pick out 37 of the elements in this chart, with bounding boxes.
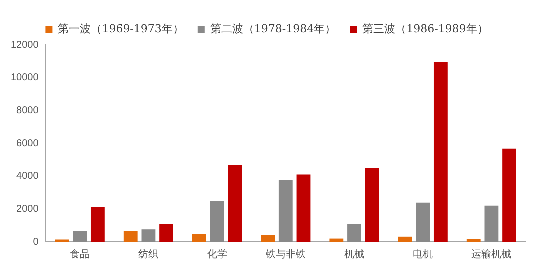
x-tick-label: 运输机械 — [472, 248, 512, 261]
bar — [228, 165, 242, 242]
bar — [365, 168, 380, 242]
y-tick-label: 8000 — [16, 105, 40, 116]
x-tick-label: 化学 — [207, 248, 228, 261]
x-tick-label: 食品 — [70, 248, 90, 261]
y-tick-label: 10000 — [10, 72, 40, 84]
bar — [160, 224, 174, 242]
bar — [502, 148, 516, 242]
bar — [192, 234, 206, 242]
y-tick-label: 2000 — [16, 204, 40, 215]
bar — [261, 235, 276, 242]
legend-label: 第三波（1986-1989年） — [362, 22, 488, 36]
bar — [330, 238, 344, 242]
legend-label: 第一波（1969-1973年） — [58, 22, 184, 36]
bar — [296, 174, 311, 242]
bar — [466, 239, 481, 242]
x-tick-label: 电机 — [413, 248, 434, 261]
bar — [90, 207, 105, 242]
bar — [484, 206, 499, 242]
bar — [348, 224, 362, 242]
legend-label: 第二波（1978-1984年） — [210, 22, 336, 36]
bar — [142, 230, 156, 242]
y-tick-label: 0 — [33, 236, 40, 248]
bar — [398, 236, 412, 242]
y-tick-label: 4000 — [16, 171, 40, 182]
x-tick-label: 机械 — [344, 248, 365, 261]
bar — [434, 62, 448, 242]
x-tick-label: 纺织 — [138, 248, 159, 261]
bar — [416, 202, 430, 242]
x-tick-label: 铁与非铁 — [264, 248, 306, 261]
y-tick-label: 12000 — [10, 40, 40, 51]
y-tick-label: 6000 — [16, 138, 40, 150]
bar — [73, 231, 88, 242]
bar — [278, 180, 293, 242]
bar — [210, 201, 224, 242]
bar — [124, 231, 138, 242]
